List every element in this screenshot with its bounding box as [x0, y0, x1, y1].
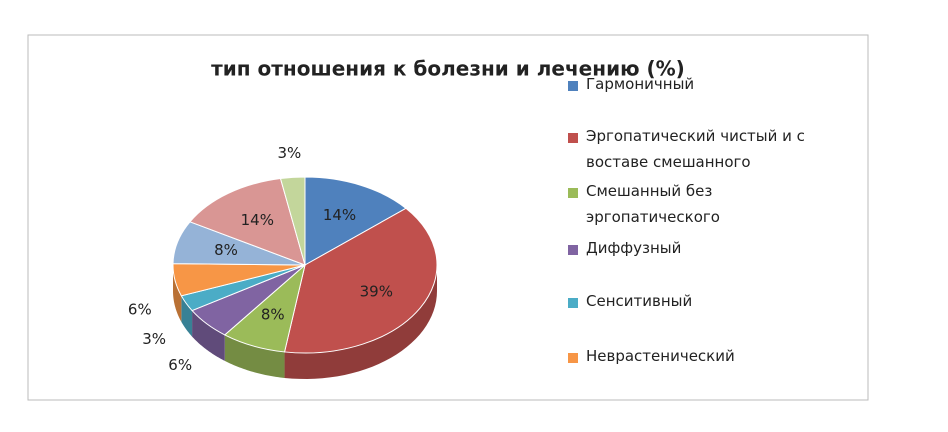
data-label: 6% [168, 356, 192, 374]
chart-title: тип отношения к болезни и лечению (%) [211, 57, 685, 81]
chart-border [27, 34, 869, 401]
data-label: 8% [261, 306, 285, 324]
slice-side [192, 310, 225, 361]
data-label: 3% [142, 330, 166, 348]
legend-label: Диффузный [586, 239, 682, 257]
data-label: 14% [323, 206, 356, 224]
slice-side [173, 265, 182, 322]
legend-item: Гармоничный [568, 75, 851, 97]
data-label: 6% [128, 301, 152, 319]
legend-label: Смешанный без эргопатического [586, 182, 720, 226]
legend-item: Смешанный без эргопатического [568, 182, 851, 230]
data-label: 39% [360, 282, 393, 300]
slice-side [224, 334, 285, 378]
legend-swatch [568, 245, 578, 255]
legend-swatch [568, 298, 578, 308]
slice-side [181, 295, 193, 337]
legend-label: Сенситивный [586, 292, 693, 310]
legend-label: Неврастенический [586, 347, 735, 365]
legend-item: Диффузный [568, 239, 851, 261]
legend-swatch [568, 133, 578, 143]
slice-side [284, 265, 437, 379]
legend-item: Сенситивный [568, 292, 851, 314]
legend-label: Эргопатический чистый и с воставе смешан… [586, 127, 805, 171]
legend-item: Эргопатический чистый и с воставе смешан… [568, 127, 851, 175]
slice [279, 176, 306, 266]
slice [189, 177, 306, 266]
slice [304, 176, 407, 266]
legend-item: Неврастенический [568, 347, 851, 369]
slice [283, 207, 438, 354]
legend-swatch [568, 81, 578, 91]
data-label: 14% [241, 211, 274, 229]
data-label: 3% [277, 144, 301, 162]
legend-label: Гармоничный [586, 75, 695, 93]
legend-swatch [568, 353, 578, 363]
legend-swatch [568, 188, 578, 198]
data-label: 8% [214, 241, 238, 259]
